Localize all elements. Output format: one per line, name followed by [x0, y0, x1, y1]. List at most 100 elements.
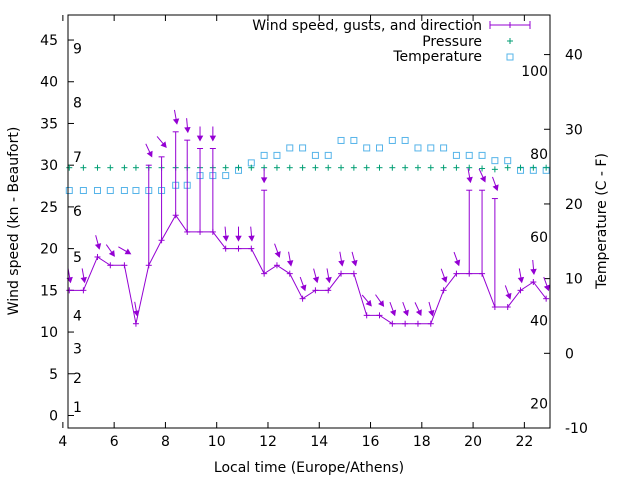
- temperature-point: [273, 151, 281, 159]
- x-axis-label: Local time (Europe/Athens): [214, 460, 404, 476]
- fahrenheit-label: 100: [521, 64, 548, 80]
- wind-direction-arrowhead: [351, 259, 358, 267]
- y-right-tick-label: -10: [565, 421, 588, 437]
- x-tick-label: 20: [464, 434, 482, 450]
- pressure-point: [222, 164, 229, 171]
- wind-direction-arrowhead: [286, 260, 294, 267]
- y-left-tick-label: 10: [40, 325, 58, 341]
- y-right-tick-label: 10: [565, 272, 583, 288]
- wind-direction-arrowhead: [124, 248, 132, 255]
- pressure-point: [273, 164, 280, 171]
- beaufort-label: 5: [73, 250, 82, 266]
- wind-direction-arrowhead: [441, 276, 448, 283]
- pressure-point: [376, 164, 383, 171]
- wind-direction-arrowhead: [108, 250, 115, 257]
- temperature-point: [299, 144, 307, 152]
- x-tick-label: 10: [208, 434, 226, 450]
- fahrenheit-label: 80: [530, 147, 548, 163]
- tick-labels: 4 6 8 10 12 14 16 18 20 22051015202530354045-1001…: [40, 33, 588, 450]
- pressure-point: [504, 164, 511, 171]
- wind-direction-arrowhead: [222, 235, 230, 242]
- x-tick-label: 22: [515, 434, 533, 450]
- temperature-point: [440, 144, 448, 152]
- pressure-point: [312, 164, 319, 171]
- wind-direction-arrowhead: [480, 175, 486, 183]
- wind-direction-arrowhead: [415, 309, 422, 316]
- temperature-point: [79, 187, 87, 195]
- pressure-point: [235, 164, 242, 171]
- plot-series: [65, 109, 550, 327]
- legend-sample-temperature: [506, 53, 514, 61]
- pressure-point: [248, 164, 255, 171]
- fahrenheit-label: 20: [530, 396, 548, 412]
- y-left-tick-label: 30: [40, 158, 58, 174]
- wind-direction-arrowhead: [492, 184, 499, 192]
- y-right-tick-label: 40: [565, 48, 583, 64]
- temperature-point: [324, 151, 332, 159]
- wind-direction-arrowhead: [312, 276, 320, 284]
- legend-label-temperature: Temperature: [392, 49, 482, 65]
- x-tick-label: 16: [362, 434, 380, 450]
- temperature-point: [222, 172, 230, 180]
- temperature-point: [311, 151, 319, 159]
- y-left-tick-label: 35: [40, 116, 58, 132]
- wind-direction-arrowhead: [160, 141, 167, 148]
- wind-direction-arrowhead: [428, 309, 435, 317]
- pressure-point: [94, 164, 101, 171]
- wind-direction-arrowhead: [466, 176, 473, 184]
- y-left-tick-label: 45: [40, 33, 58, 49]
- y-left-tick-label: 25: [40, 200, 58, 216]
- pressure-point: [414, 164, 421, 171]
- x-tick-label: 6: [110, 434, 119, 450]
- wind-direction-arrowhead: [505, 292, 512, 300]
- wind-direction-arrowhead: [274, 251, 281, 258]
- plot-frame: [67, 14, 551, 429]
- axes: [67, 14, 551, 429]
- fahrenheit-label: 60: [530, 230, 548, 246]
- wind-direction-arrowhead: [338, 260, 345, 267]
- beaufort-label: 9: [73, 41, 82, 57]
- beaufort-label: 2: [73, 371, 82, 387]
- x-tick-label: 4: [58, 434, 67, 450]
- temperature-point: [363, 144, 371, 152]
- wind-direction-arrowhead: [543, 284, 550, 292]
- wind-direction-arrowhead: [133, 310, 140, 317]
- temperature-point: [65, 187, 73, 195]
- pressure-point: [402, 164, 409, 171]
- wind-direction-arrowhead: [80, 276, 87, 284]
- y-right-axis-label: Temperature (C - F): [594, 153, 610, 290]
- temperature-point: [414, 144, 422, 152]
- wind-direction-arrowhead: [235, 235, 242, 242]
- wind-direction-arrowhead: [325, 276, 332, 284]
- temperature-point: [478, 151, 486, 159]
- tick-marks: [62, 15, 550, 429]
- beaufort-label: 3: [73, 342, 82, 358]
- x-tick-label: 12: [259, 434, 277, 450]
- temperature-point: [350, 136, 358, 144]
- temperature-point: [427, 144, 435, 152]
- legend-label-wind: Wind speed, gusts, and direction: [252, 18, 482, 34]
- y-left-tick-label: 0: [49, 408, 58, 424]
- wind-direction-arrowhead: [94, 243, 102, 250]
- temperature-point: [120, 187, 128, 195]
- x-tick-label: 18: [413, 434, 431, 450]
- pressure-point: [479, 165, 486, 172]
- wind-speed-line: [69, 214, 547, 325]
- pressure-point: [491, 166, 498, 173]
- wind-direction-arrowhead: [402, 309, 409, 317]
- y-right-tick-label: 20: [565, 197, 583, 213]
- pressure-point: [325, 164, 332, 171]
- wind-direction-arrowhead: [365, 299, 372, 307]
- temperature-point: [260, 151, 268, 159]
- pressure-point: [517, 164, 524, 171]
- wind-direction-arrowhead: [390, 309, 397, 317]
- temperature-point: [491, 157, 499, 165]
- temperature-point: [376, 144, 384, 152]
- pressure-point: [80, 164, 87, 171]
- x-tick-label: 8: [161, 434, 170, 450]
- pressure-point: [338, 164, 345, 171]
- y-right-tick-label: 30: [565, 122, 583, 138]
- beaufort-label: 8: [73, 96, 82, 112]
- x-tick-label: 14: [310, 434, 328, 450]
- legend: Wind speed, gusts, and direction Pressur…: [252, 18, 531, 65]
